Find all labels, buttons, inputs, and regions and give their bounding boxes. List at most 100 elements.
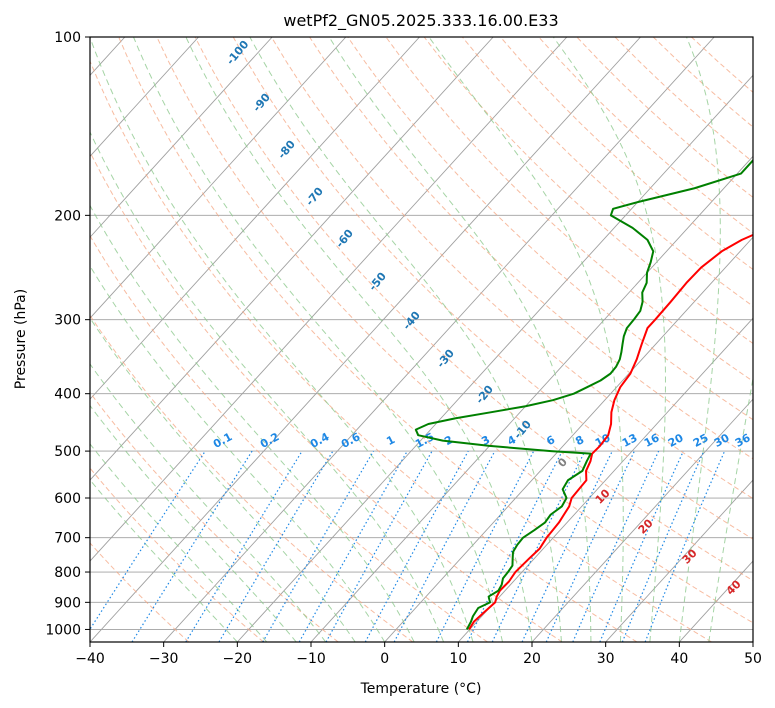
y-tick-label: 300: [54, 313, 81, 329]
isotherm-line: [163, 37, 715, 642]
y-axis: 100 200 300 400 500 600 700 800 900 1000: [45, 30, 90, 638]
mixing-ratio-line: [599, 450, 684, 642]
dry-adiabat-label: -20: [473, 383, 496, 407]
y-axis-title: Pressure (hPa): [13, 289, 29, 389]
moist-adiabat-line: [90, 443, 268, 642]
mixing-ratio-label: 1: [384, 433, 397, 448]
temperature-profile-line: [468, 233, 753, 630]
y-tick-label: 400: [54, 387, 81, 403]
mixing-ratio-line: [466, 450, 563, 642]
moist-adiabat-label: 30: [680, 546, 700, 566]
isotherm-line: [90, 37, 273, 238]
x-tick-label: −40: [75, 651, 105, 667]
moist-adiabat-line: [185, 37, 533, 642]
isotherm-line: [384, 236, 753, 642]
x-axis: −40 −30 −20 −10 0 10 20 30 40 50: [75, 642, 762, 667]
moist-adiabat-line: [552, 37, 666, 642]
chart-title: wetPf2_GN05.2025.333.16.00.E33: [283, 11, 558, 31]
x-tick-label: −10: [296, 651, 326, 667]
mixing-ratio-label: 0.1: [211, 430, 234, 451]
mixing-ratio-line: [298, 450, 408, 642]
moist-adiabat-label: 20: [636, 516, 656, 536]
moist-adiabat-line: [90, 404, 297, 642]
mixing-ratio-label: 16: [642, 431, 662, 450]
mixing-ratio-line: [185, 450, 303, 642]
x-tick-label: −30: [149, 651, 179, 667]
dry-adiabat-label: -40: [400, 309, 423, 333]
y-tick-label: 700: [54, 531, 81, 547]
dry-adiabat-label: -80: [275, 138, 298, 162]
moist-adiabat-line: [249, 37, 562, 642]
dry-adiabat-line: [270, 37, 753, 500]
dewpoint-profile-line: [414, 158, 753, 630]
isotherm-line: [90, 37, 199, 157]
moist-adiabat-line: [90, 204, 415, 642]
x-tick-label: 0: [380, 651, 389, 667]
dry-adiabat-line: [538, 37, 753, 234]
dry-adiabat-label: -60: [333, 227, 356, 251]
moist-adiabat-line: [90, 37, 474, 642]
moist-adiabat-line: [133, 37, 504, 642]
x-tick-label: 40: [670, 651, 688, 667]
isotherm-line: [90, 37, 420, 400]
y-tick-label: 800: [54, 565, 81, 581]
dry-adiabat-line: [652, 37, 753, 128]
dry-adiabat-line: [90, 314, 414, 642]
mixing-ratio-label: 0.4: [308, 430, 332, 451]
x-tick-label: −20: [223, 651, 253, 667]
dry-adiabat-label: -70: [303, 185, 326, 209]
mixing-ratio-label: 8: [573, 433, 586, 448]
moist-adiabat-line: [90, 130, 445, 642]
dry-adiabat-line: [309, 37, 753, 460]
line-labels: -100 -90-80-70 -60 -50 -40 -30 -20 -10 0.1 0.2 0.4…: [211, 38, 753, 598]
mixing-ratio-label: 6: [544, 433, 557, 448]
mixing-ratio-line: [325, 450, 433, 642]
x-tick-label: 10: [449, 651, 467, 667]
dry-adiabat-line: [347, 37, 753, 421]
mixing-ratio-line: [644, 450, 726, 642]
moist-adiabat-line: [90, 265, 386, 642]
isotherm-line: [237, 74, 753, 642]
y-tick-label: 600: [54, 491, 81, 507]
dry-adiabat-label: -90: [250, 91, 273, 115]
mixing-ratio-line: [218, 450, 334, 642]
mixing-ratio-line: [572, 450, 660, 642]
dry-adiabat-line: [90, 391, 339, 642]
isotherm-line: [310, 155, 753, 642]
mixing-ratio-line: [621, 450, 705, 642]
x-tick-label: 50: [744, 651, 762, 667]
mixing-ratio-label: 20: [666, 431, 686, 450]
mixing-ratio-label: 25: [691, 431, 711, 450]
moist-adiabat-line: [90, 479, 238, 642]
moist-adiabat-line: [428, 37, 624, 642]
dry-adiabat-label: -100: [224, 38, 252, 68]
mixing-ratio-line: [545, 450, 635, 642]
dry-adiabat-line: [90, 467, 264, 642]
dry-adiabat-line: [156, 37, 753, 624]
mixing-ratio-line: [364, 450, 469, 642]
mixing-ratio-label: 36: [733, 431, 753, 450]
dry-adiabat-line: [423, 37, 753, 345]
moist-adiabat-line: [708, 375, 753, 642]
moist-adiabat-line: [90, 317, 356, 642]
y-tick-label: 500: [54, 444, 81, 460]
mixing-ratio-label: 30: [712, 431, 732, 450]
dry-adiabat-label: -10: [511, 418, 534, 442]
isotherm-line: [90, 37, 641, 642]
background-lines: [90, 37, 753, 642]
mixing-ratio-line: [491, 450, 586, 642]
y-tick-label: 100: [54, 30, 81, 46]
y-tick-label: 200: [54, 208, 81, 224]
x-axis-title: Temperature (°C): [360, 681, 482, 697]
isotherm-line: [90, 37, 494, 481]
dry-adiabat-line: [90, 59, 638, 642]
dry-adiabat-line: [90, 150, 563, 642]
isotherm-line: [752, 641, 753, 642]
dry-adiabat-line: [461, 37, 753, 307]
dry-adiabat-line: [232, 37, 753, 540]
moist-adiabat-label: 40: [724, 577, 744, 597]
isotherm-line: [90, 37, 568, 562]
profile-lines: [414, 158, 753, 630]
dry-adiabat-line: [385, 37, 753, 382]
